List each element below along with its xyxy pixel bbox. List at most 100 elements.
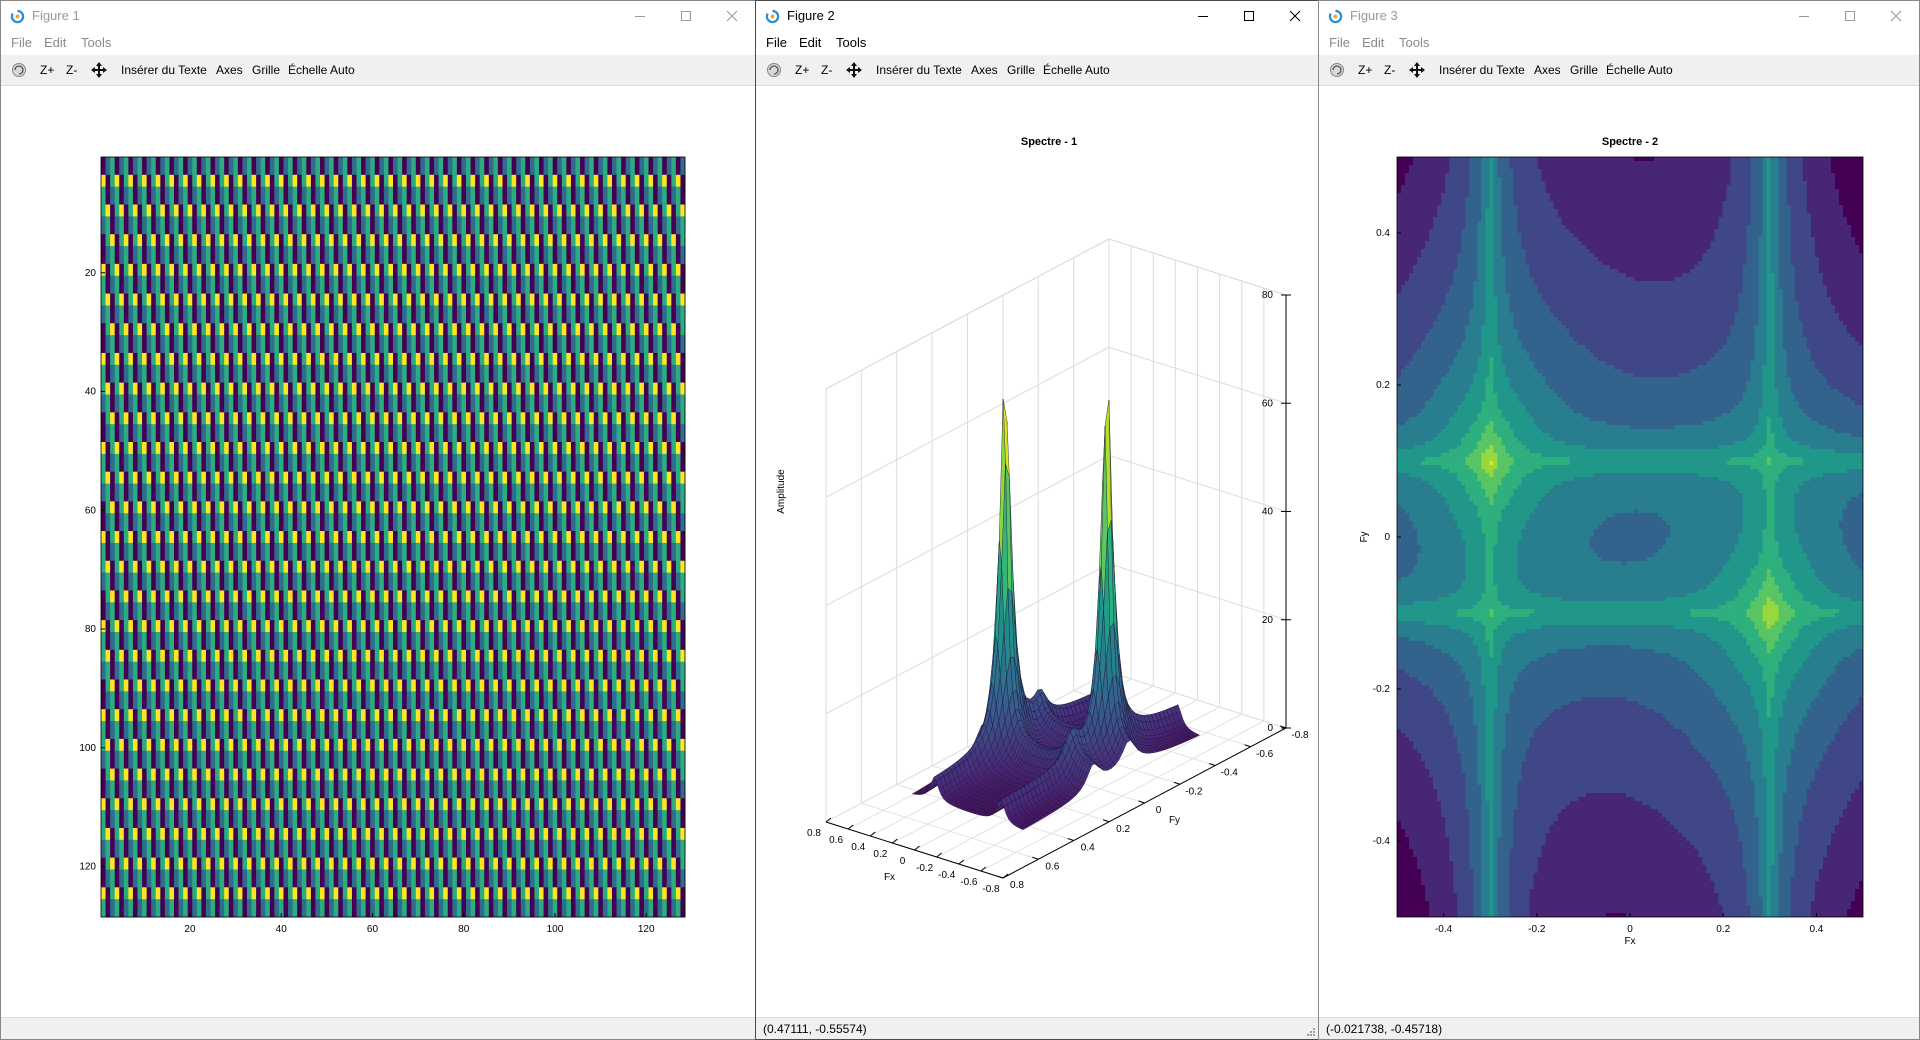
image-pixel bbox=[365, 370, 371, 378]
image-pixel bbox=[383, 382, 389, 389]
image-pixel bbox=[589, 162, 595, 170]
image-pixel bbox=[420, 222, 426, 229]
image-pixel bbox=[639, 192, 645, 199]
image-pixel bbox=[274, 352, 280, 360]
image-pixel bbox=[411, 186, 417, 194]
image-pixel bbox=[456, 192, 462, 199]
image-pixel bbox=[543, 269, 549, 277]
image-pixel bbox=[580, 335, 586, 342]
image-pixel bbox=[429, 370, 435, 378]
image-pixel bbox=[388, 252, 394, 259]
image-pixel bbox=[132, 252, 138, 259]
image-pixel bbox=[278, 376, 284, 384]
insert-text-button[interactable]: Insérer du Texte bbox=[121, 63, 207, 77]
image-pixel bbox=[675, 376, 681, 384]
image-pixel bbox=[602, 192, 608, 199]
image-pixel bbox=[342, 246, 348, 253]
autoscale-button[interactable]: Échelle Auto bbox=[288, 63, 355, 77]
image-pixel bbox=[479, 157, 485, 164]
image-pixel bbox=[178, 358, 184, 366]
image-pixel bbox=[101, 317, 106, 324]
image-pixel bbox=[520, 234, 526, 241]
image-pixel bbox=[557, 162, 563, 170]
image-pixel bbox=[557, 257, 563, 265]
image-pixel bbox=[488, 228, 494, 235]
image-pixel bbox=[570, 311, 576, 318]
menu-tools[interactable]: Tools bbox=[81, 35, 111, 50]
plot-area[interactable]: 20 40 60 80 100 120 20 40 60 80 100 120 bbox=[1, 86, 755, 1018]
pan-icon[interactable] bbox=[90, 61, 108, 79]
image-pixel bbox=[101, 186, 106, 194]
image-pixel bbox=[365, 186, 371, 194]
image-pixel bbox=[452, 299, 458, 306]
image-pixel bbox=[680, 323, 686, 330]
image-pixel bbox=[178, 168, 184, 176]
image-pixel bbox=[429, 216, 435, 223]
title-bar[interactable]: Figure 1 bbox=[1, 1, 755, 31]
image-pixel bbox=[132, 168, 138, 176]
image-pixel bbox=[411, 222, 417, 229]
image-pixel bbox=[324, 257, 330, 265]
image-pixel bbox=[470, 293, 476, 300]
image-pixel bbox=[529, 382, 535, 389]
image-pixel bbox=[306, 228, 312, 235]
image-pixel bbox=[607, 352, 613, 360]
minimize-button[interactable] bbox=[617, 1, 663, 31]
image-pixel bbox=[265, 341, 271, 348]
image-pixel bbox=[634, 287, 640, 294]
image-pixel bbox=[580, 192, 586, 199]
grid-button[interactable]: Grille bbox=[252, 63, 280, 77]
image-pixel bbox=[570, 323, 576, 330]
image-pixel bbox=[128, 335, 134, 342]
image-pixel bbox=[420, 168, 426, 176]
image-pixel bbox=[470, 246, 476, 253]
image-pixel bbox=[164, 269, 170, 277]
image-pixel bbox=[539, 376, 544, 384]
image-pixel bbox=[146, 246, 152, 253]
image-pixel bbox=[616, 257, 622, 265]
zoom-out-button[interactable]: Z- bbox=[66, 63, 77, 77]
image-pixel bbox=[379, 323, 385, 330]
zoom-in-button[interactable]: Z+ bbox=[40, 63, 54, 77]
maximize-button[interactable] bbox=[663, 1, 709, 31]
image-pixel bbox=[420, 240, 426, 247]
image-pixel bbox=[429, 263, 435, 271]
image-pixel bbox=[123, 157, 129, 164]
image-pixel bbox=[265, 216, 271, 223]
image-pixel bbox=[548, 341, 554, 348]
image-pixel bbox=[329, 317, 335, 324]
menu-edit[interactable]: Edit bbox=[44, 35, 66, 50]
image-pixel bbox=[329, 329, 335, 336]
image-pixel bbox=[539, 305, 544, 312]
image-pixel bbox=[329, 257, 335, 265]
image-pixel bbox=[374, 287, 380, 294]
image-pixel bbox=[393, 382, 398, 389]
image-pixel bbox=[320, 293, 325, 300]
image-pixel bbox=[242, 281, 248, 289]
image-pixel bbox=[584, 317, 590, 324]
image-pixel bbox=[306, 311, 312, 318]
image-pixel bbox=[648, 347, 654, 354]
image-pixel bbox=[461, 162, 467, 170]
image-pixel bbox=[310, 317, 316, 324]
image-pixel bbox=[434, 293, 440, 300]
image-pixel bbox=[192, 257, 198, 265]
image-pixel bbox=[365, 281, 371, 289]
image-pixel bbox=[662, 216, 668, 223]
axes-button[interactable]: Axes bbox=[216, 63, 243, 77]
image-pixel bbox=[584, 382, 590, 389]
rotate-icon[interactable] bbox=[10, 61, 28, 79]
image-pixel bbox=[260, 198, 266, 205]
image-pixel bbox=[306, 376, 312, 384]
image-pixel bbox=[424, 376, 430, 384]
menu-file[interactable]: File bbox=[11, 35, 32, 50]
image-pixel bbox=[301, 382, 307, 389]
image-pixel bbox=[233, 198, 239, 205]
image-pixel bbox=[625, 257, 631, 265]
close-button[interactable] bbox=[709, 1, 755, 31]
image-pixel bbox=[320, 198, 325, 205]
image-pixel bbox=[123, 293, 129, 300]
image-pixel bbox=[539, 341, 544, 348]
image-pixel bbox=[470, 287, 476, 294]
